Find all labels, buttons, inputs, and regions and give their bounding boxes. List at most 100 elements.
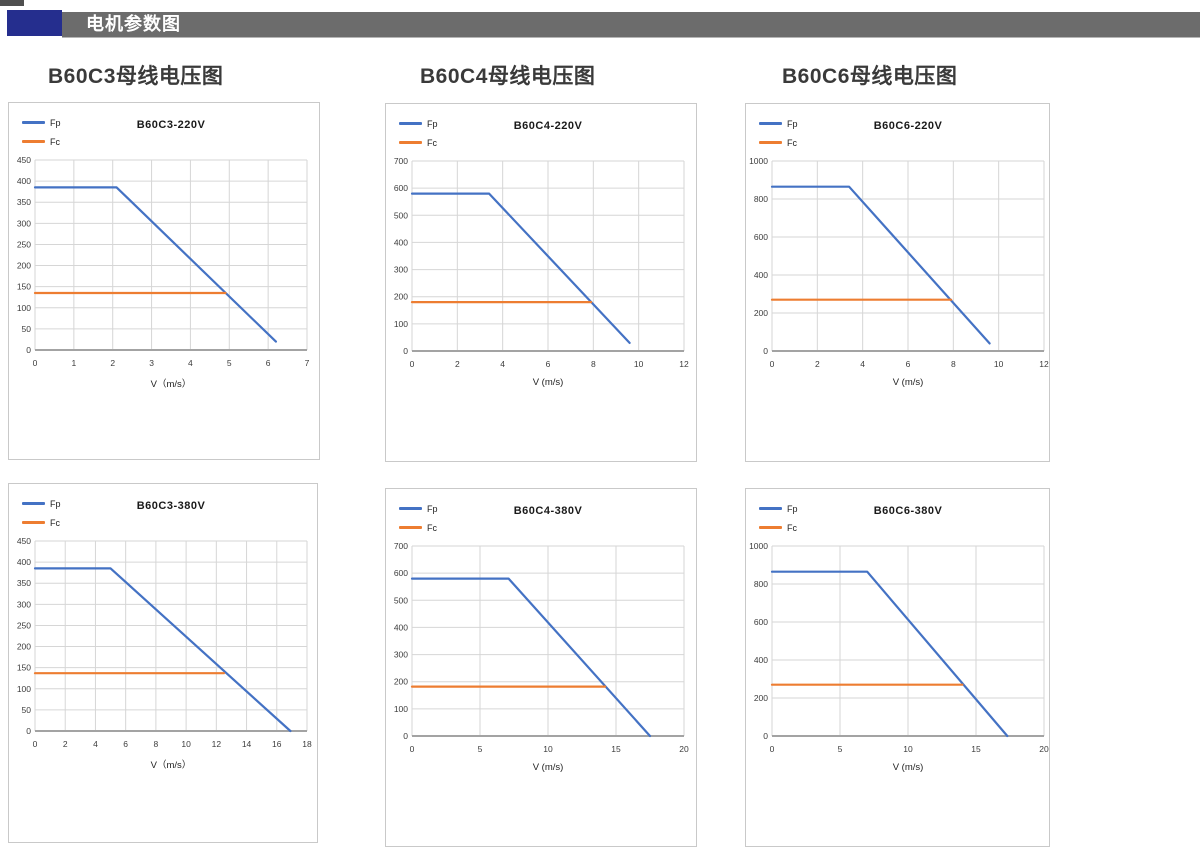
x-tick-label: 6 <box>906 359 911 369</box>
legend-item-fc: Fc <box>22 513 61 532</box>
y-tick-label: 400 <box>17 557 31 567</box>
chart-legend: Fp Fc <box>22 494 61 532</box>
x-tick-label: 8 <box>154 739 159 749</box>
legend-label: Fp <box>50 117 61 128</box>
fp-line <box>410 192 631 344</box>
x-tick-label: 2 <box>815 359 820 369</box>
chart-canvas: 0 200 400 600 800 1000 0 5 10 15 20 <box>749 541 1049 754</box>
x-tick-label: 10 <box>543 744 553 754</box>
y-tick-label: 200 <box>17 642 31 652</box>
x-tick-label: 4 <box>93 739 98 749</box>
y-tick-label: 0 <box>403 346 408 356</box>
chart-canvas: 0 100 200 300 400 500 600 700 0 2 4 6 8 10 12 <box>394 156 689 369</box>
y-tick-label: 50 <box>22 705 32 715</box>
y-tick-label: 0 <box>26 726 31 736</box>
y-tick-label: 800 <box>754 194 768 204</box>
y-tick-label: 600 <box>754 617 768 627</box>
y-tick-label: 400 <box>17 176 31 186</box>
y-tick-label: 400 <box>754 270 768 280</box>
x-tick-label: 4 <box>500 359 505 369</box>
fc-line-swatch <box>399 526 422 529</box>
y-tick-label: 150 <box>17 282 31 292</box>
x-tick-label: 6 <box>546 359 551 369</box>
chart-panel-b60c4-220v: 0 100 200 300 400 500 600 700 0 2 4 6 8 10 12 Fp Fc B6… <box>385 103 697 462</box>
y-tick-label: 600 <box>754 232 768 242</box>
y-tick-label: 300 <box>394 265 408 275</box>
y-tick-label: 300 <box>17 218 31 228</box>
x-tick-label: 18 <box>302 739 312 749</box>
x-tick-label: 0 <box>770 744 775 754</box>
legend-item-fc: Fc <box>759 133 798 152</box>
x-tick-label: 2 <box>110 358 115 368</box>
y-tick-label: 400 <box>394 622 408 632</box>
legend-item-fc: Fc <box>759 518 798 537</box>
chart-panel-b60c3-220v: 0 50 100 150 200 250 300 350 400 450 0 1 2 3 4 5 6 7 Fp F… <box>8 102 320 460</box>
y-tick-label: 200 <box>754 693 768 703</box>
x-axis-label: V（m/s） <box>150 379 192 390</box>
chart-legend: Fp Fc <box>22 113 61 151</box>
legend-item-fp: Fp <box>399 499 438 518</box>
chart-title: B60C6-380V <box>873 505 943 517</box>
chart-legend: Fp Fc <box>399 114 438 152</box>
chart-canvas: 0 100 200 300 400 500 600 700 0 5 10 15 20 <box>394 541 689 754</box>
x-tick-label: 0 <box>33 358 38 368</box>
fp-line <box>770 570 1009 738</box>
y-tick-label: 0 <box>763 346 768 356</box>
y-tick-label: 100 <box>394 319 408 329</box>
fc-line-swatch <box>759 141 782 144</box>
legend-label: Fc <box>50 517 60 528</box>
legend-label: Fp <box>427 118 438 129</box>
legend-item-fp: Fp <box>22 494 61 513</box>
fc-line-swatch <box>759 526 782 529</box>
legend-item-fp: Fp <box>759 499 798 518</box>
section-header-bar: 电机参数图 <box>62 12 1200 38</box>
chart-canvas: 0 200 400 600 800 1000 0 2 4 6 8 10 12 <box>749 156 1049 369</box>
legend-label: Fc <box>427 137 437 148</box>
x-tick-label: 10 <box>634 359 644 369</box>
x-tick-label: 2 <box>63 739 68 749</box>
y-tick-label: 1000 <box>749 541 768 551</box>
x-tick-label: 3 <box>149 358 154 368</box>
fc-line-swatch <box>399 141 422 144</box>
chart-panel-b60c6-220v: 0 200 400 600 800 1000 0 2 4 6 8 10 12 Fp Fc B60C6-2… <box>745 103 1050 462</box>
chart-title: B60C3-220V <box>136 119 206 131</box>
x-tick-label: 1 <box>71 358 76 368</box>
y-tick-label: 600 <box>394 568 408 578</box>
fp-line <box>33 567 292 733</box>
y-tick-label: 350 <box>17 197 31 207</box>
y-tick-label: 0 <box>763 731 768 741</box>
x-axis-label: V (m/s) <box>892 377 924 388</box>
y-tick-label: 600 <box>394 183 408 193</box>
column-title-b60c6: B60C6母线电压图 <box>782 65 958 88</box>
x-tick-label: 8 <box>951 359 956 369</box>
y-tick-label: 0 <box>26 345 31 355</box>
y-tick-label: 200 <box>17 261 31 271</box>
chart-title: B60C4-220V <box>513 120 583 132</box>
y-tick-label: 50 <box>22 324 32 334</box>
x-axis-label: V（m/s） <box>150 760 192 771</box>
x-tick-label: 10 <box>994 359 1004 369</box>
y-tick-label: 200 <box>394 677 408 687</box>
x-tick-label: 2 <box>455 359 460 369</box>
fp-line-swatch <box>399 122 422 125</box>
x-tick-label: 12 <box>679 359 689 369</box>
x-tick-label: 7 <box>305 358 310 368</box>
legend-item-fp: Fp <box>22 113 61 132</box>
y-tick-label: 700 <box>394 156 408 166</box>
x-tick-label: 15 <box>971 744 981 754</box>
legend-label: Fc <box>787 137 797 148</box>
y-tick-label: 450 <box>17 536 31 546</box>
chart-legend: Fp Fc <box>759 499 798 537</box>
chart-title: B60C6-220V <box>873 120 943 132</box>
x-tick-label: 10 <box>181 739 191 749</box>
fp-line-swatch <box>22 121 45 124</box>
x-tick-label: 5 <box>478 744 483 754</box>
chart-panel-b60c4-380v: 0 100 200 300 400 500 600 700 0 5 10 15 20 Fp Fc B60… <box>385 488 697 847</box>
column-title-b60c4: B60C4母线电压图 <box>420 65 596 88</box>
legend-item-fp: Fp <box>399 114 438 133</box>
y-tick-label: 1000 <box>749 156 768 166</box>
y-tick-label: 100 <box>17 303 31 313</box>
chart-panel-b60c3-380v: 0 50 100 150 200 250 300 350 400 450 0 2 4 6 8 10 12 14 16… <box>8 483 318 843</box>
fc-line-swatch <box>22 521 45 524</box>
x-tick-label: 20 <box>679 744 689 754</box>
